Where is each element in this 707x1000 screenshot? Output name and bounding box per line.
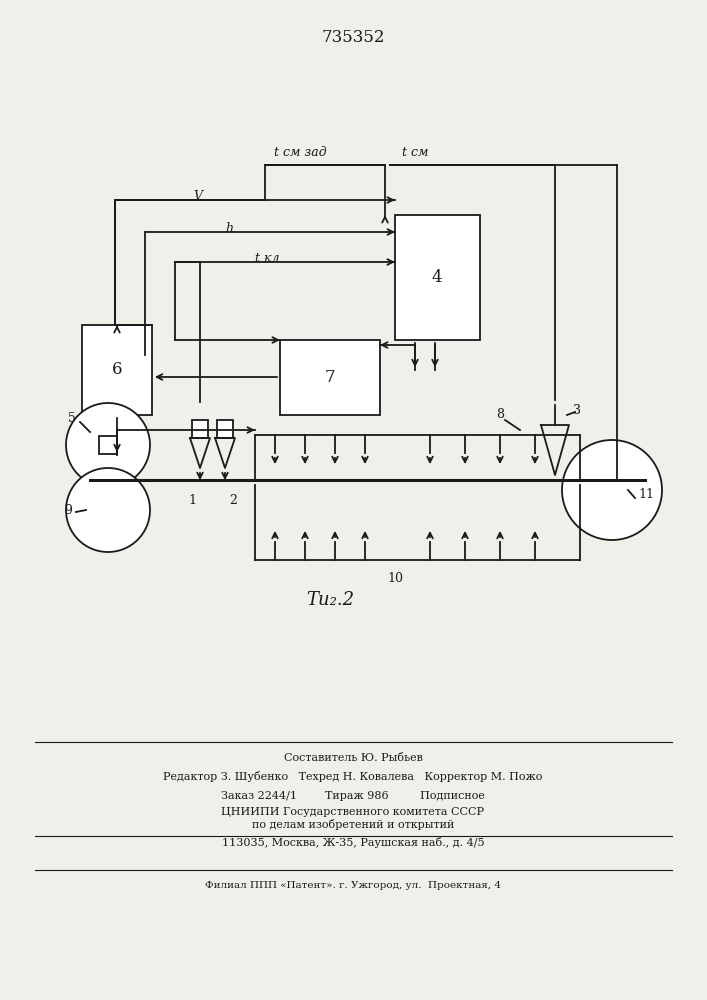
- Text: Τи₂.2: Τи₂.2: [306, 591, 354, 609]
- Text: h: h: [225, 222, 233, 234]
- Text: 3: 3: [573, 403, 581, 416]
- Bar: [192, 420, 208, 438]
- Text: 6: 6: [112, 361, 122, 378]
- Bar: [82, 325, 152, 415]
- Text: t кл: t кл: [255, 251, 279, 264]
- Text: 10: 10: [387, 572, 403, 584]
- Text: 4: 4: [432, 268, 443, 286]
- Text: 7: 7: [325, 368, 335, 385]
- Text: 2: 2: [229, 493, 237, 506]
- Bar: [99, 436, 117, 454]
- Text: ЦНИИПИ Государственного комитета СССР: ЦНИИПИ Государственного комитета СССР: [221, 807, 484, 817]
- Text: Заказ 2244/1        Тираж 986         Подписное: Заказ 2244/1 Тираж 986 Подписное: [221, 791, 485, 801]
- Text: t см: t см: [402, 146, 428, 159]
- Bar: [280, 340, 380, 415]
- Text: Филиал ППП «Патент». г. Ужгород, ул.  Проектная, 4: Филиал ППП «Патент». г. Ужгород, ул. Про…: [205, 880, 501, 890]
- Text: t см зад: t см зад: [274, 146, 327, 159]
- Text: Редактор З. Шубенко   Техред Н. Ковалева   Корректор М. Пожо: Редактор З. Шубенко Техред Н. Ковалева К…: [163, 770, 543, 782]
- Text: 9: 9: [64, 504, 72, 516]
- Circle shape: [66, 468, 150, 552]
- Bar: [395, 215, 480, 340]
- Circle shape: [562, 440, 662, 540]
- Text: 113035, Москва, Ж-35, Раушская наб., д. 4/5: 113035, Москва, Ж-35, Раушская наб., д. …: [222, 838, 484, 848]
- Bar: [217, 420, 233, 438]
- Text: Составитель Ю. Рыбьев: Составитель Ю. Рыбьев: [284, 753, 423, 763]
- Circle shape: [66, 403, 150, 487]
- Text: 5: 5: [68, 412, 76, 424]
- Text: по делам изобретений и открытий: по делам изобретений и открытий: [252, 820, 454, 830]
- Text: V: V: [193, 190, 202, 202]
- Text: 735352: 735352: [321, 29, 385, 46]
- Text: 1: 1: [188, 493, 196, 506]
- Text: 8: 8: [496, 408, 504, 422]
- Text: 11: 11: [638, 488, 654, 502]
